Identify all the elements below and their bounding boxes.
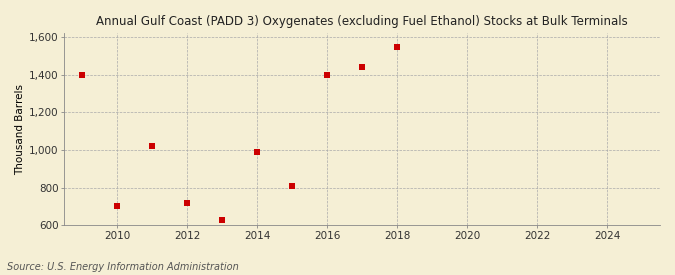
Y-axis label: Thousand Barrels: Thousand Barrels (15, 84, 25, 175)
Point (217, 217, 227, 222)
Point (182, 200, 192, 205)
Point (287, 183, 298, 188)
Point (357, 65, 368, 69)
Point (322, 73, 333, 77)
Point (76, 73, 87, 77)
Point (111, 204, 122, 208)
Point (252, 150, 263, 154)
Text: Source: U.S. Energy Information Administration: Source: U.S. Energy Information Administ… (7, 262, 238, 272)
Point (146, 144, 157, 148)
Title: Annual Gulf Coast (PADD 3) Oxygenates (excluding Fuel Ethanol) Stocks at Bulk Te: Annual Gulf Coast (PADD 3) Oxygenates (e… (97, 15, 628, 28)
Point (392, 44, 402, 49)
